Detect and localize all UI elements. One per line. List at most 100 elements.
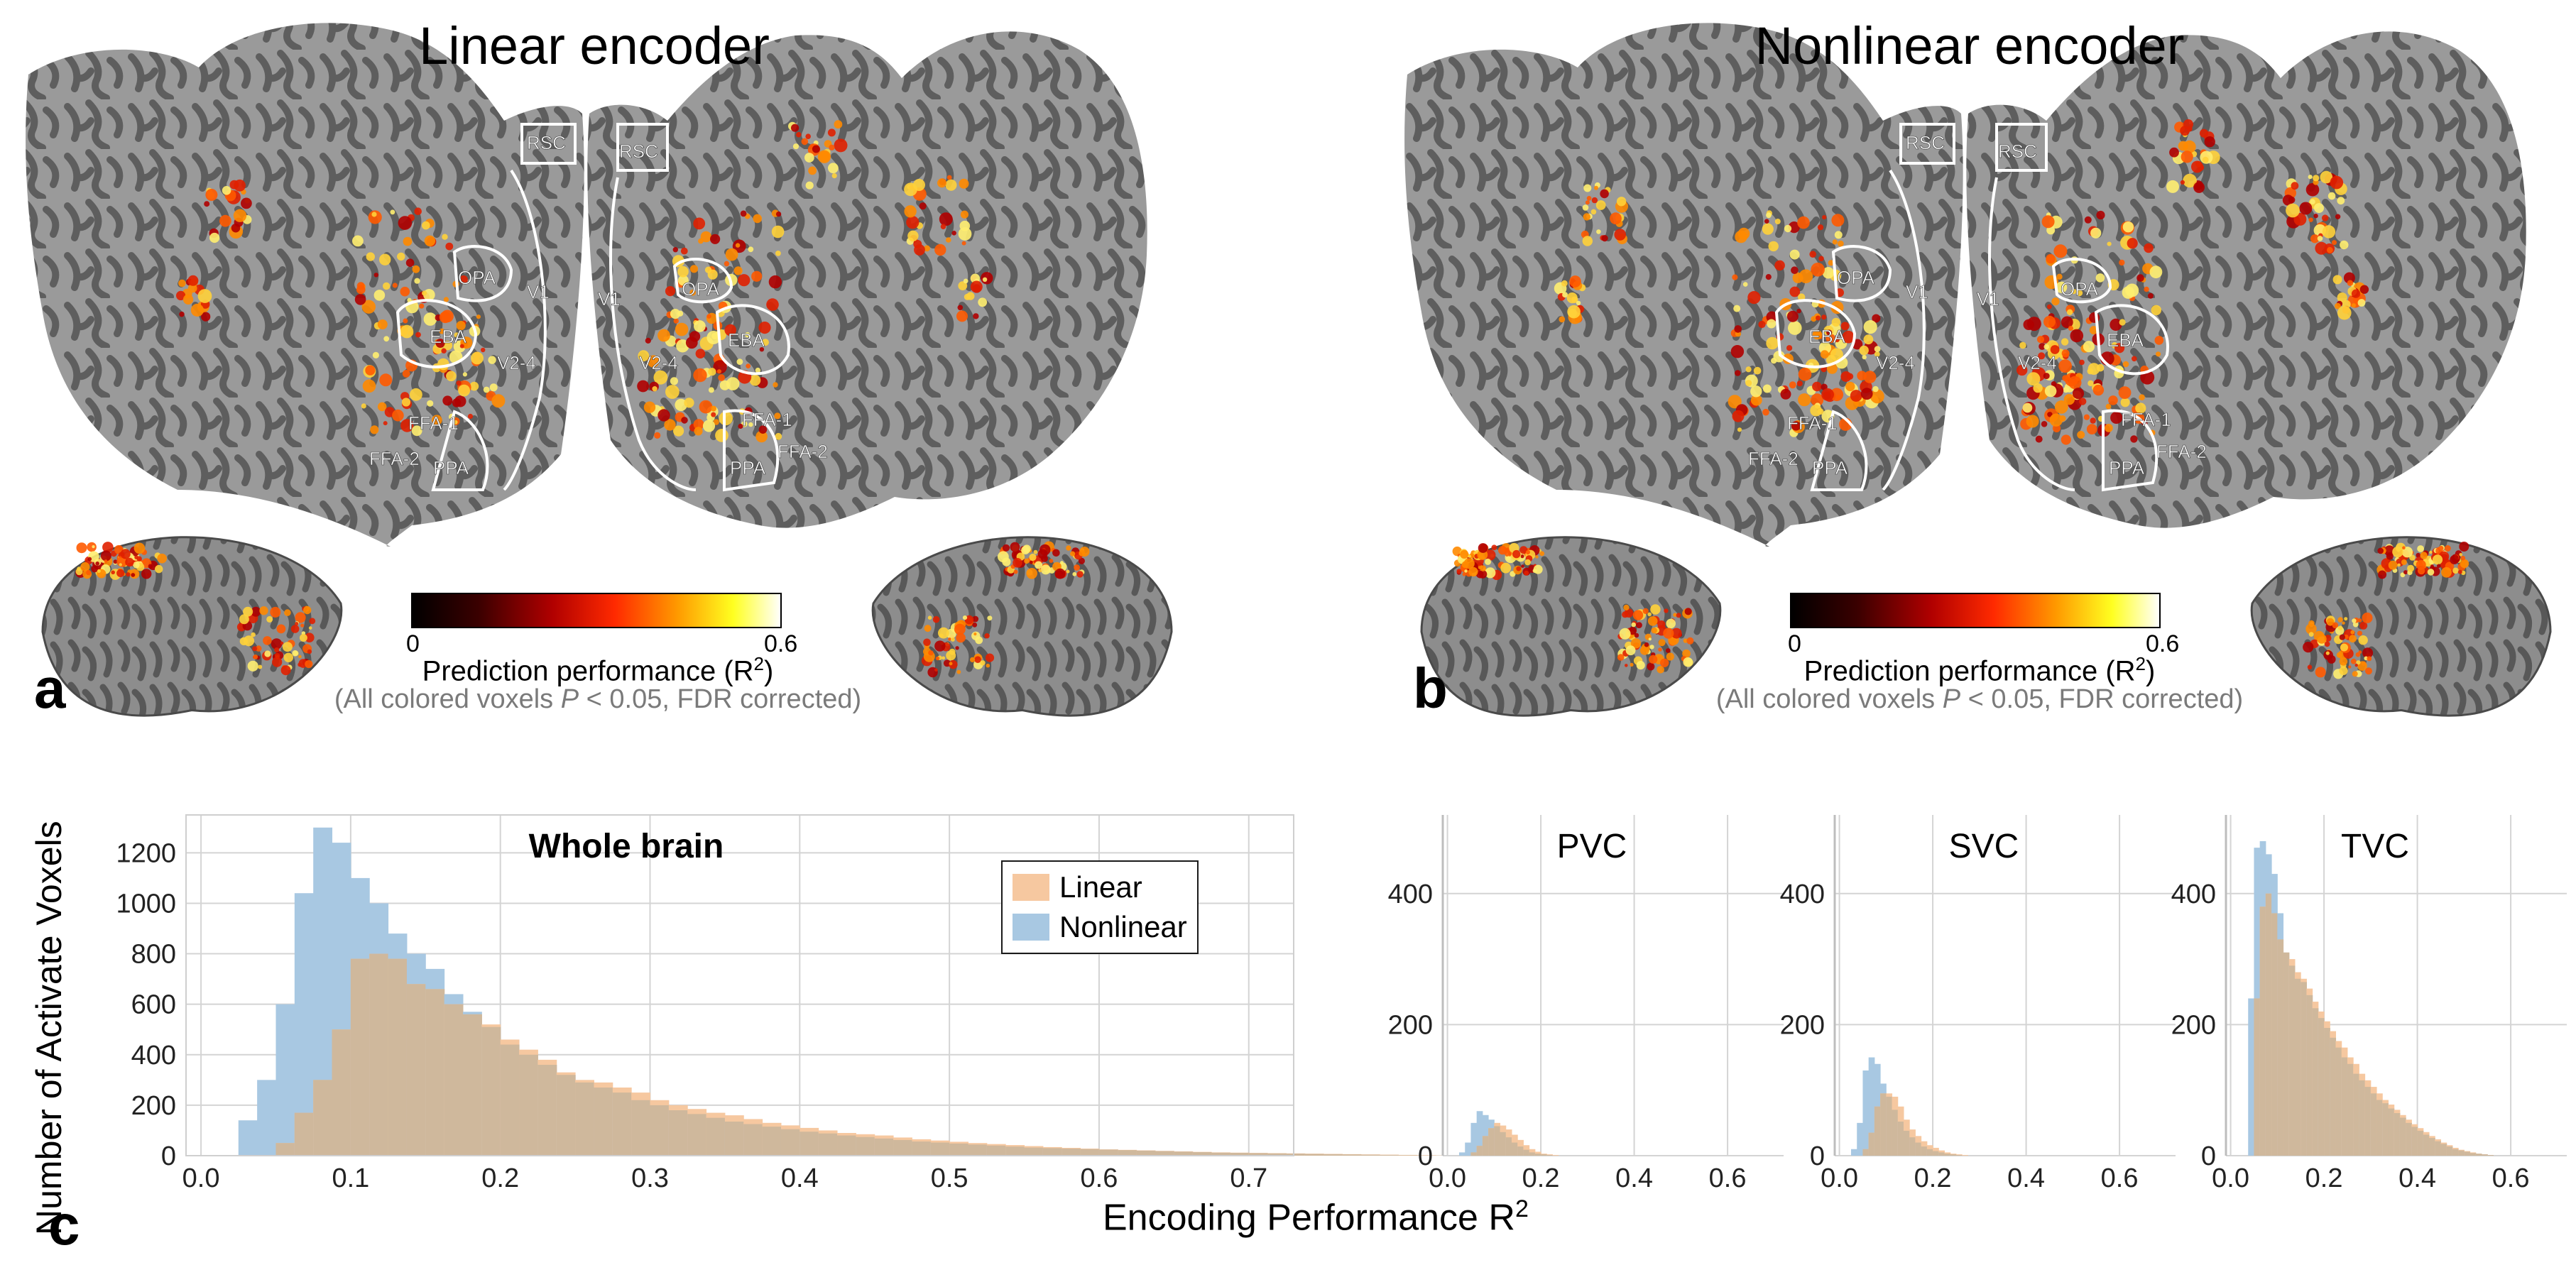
panel-a-activation-voxel <box>698 238 704 244</box>
panel-a-inflated-activation <box>934 668 938 672</box>
bar-overlap <box>2475 1154 2482 1156</box>
panel-b-inflated-activation <box>2336 652 2343 658</box>
panel-a-brains: RSC OPA EBA V1 V2-4 FFA-1 FFA-2 PPA RSC OPA EBA V1 V… <box>26 23 1173 717</box>
bar-overlap <box>1304 1154 1324 1156</box>
panel-a-inflated-activation <box>1078 557 1085 564</box>
panel-b-activation-voxel <box>1735 370 1741 376</box>
bar-overlap <box>2259 907 2266 1156</box>
panel-b-activation-voxel <box>2095 273 2105 283</box>
panel-a-activation-voxel <box>442 395 453 406</box>
panel-b-activation-voxel <box>2046 253 2056 264</box>
panel-a-activation-voxel <box>675 398 687 412</box>
panel-b-inflated-activation <box>1452 546 1462 557</box>
panel-a-inflated-activation <box>126 572 131 577</box>
panel-a-activation-voxel <box>402 370 410 378</box>
bar-overlap <box>1174 1151 1194 1156</box>
y-tick-label: 1200 <box>116 838 176 868</box>
panel-b-activation-voxel <box>1784 224 1792 233</box>
panel-b-inflated-activation <box>1682 649 1691 658</box>
panel-a-activation-voxel <box>664 419 676 431</box>
panel-b-activation-voxel <box>2072 388 2085 400</box>
panel-b-activation-voxel <box>1834 231 1843 239</box>
x-tick-label: 0.2 <box>2305 1163 2343 1193</box>
panel-b-activation-voxel <box>2166 180 2179 193</box>
panel-b-activation-voxel <box>2322 225 2336 239</box>
x-tick-label: 0.0 <box>182 1163 220 1193</box>
panel-b-activation-voxel <box>1791 266 1799 275</box>
panel-b-activation-voxel <box>1870 389 1884 404</box>
panel-a-activation-voxel <box>694 427 703 436</box>
panel-b-activation-voxel <box>2119 259 2125 266</box>
panel-a-activation-voxel <box>736 358 743 365</box>
panel-b-inflated-activation <box>2377 547 2384 554</box>
panel-b-roi-outline <box>1988 177 2075 491</box>
panel-a-activation-voxel <box>934 243 946 256</box>
panel-a-activation-voxel <box>804 153 814 163</box>
panel-a-inflated-activation <box>292 650 299 657</box>
panel-a-activation-voxel <box>427 400 434 407</box>
panel-b-inflated-activation <box>1519 546 1528 554</box>
bar-nonlinear <box>1459 1152 1466 1156</box>
bar-overlap <box>1267 1153 1287 1156</box>
panel-b-activation-voxel <box>1610 212 1622 225</box>
panel-b-inflated-activation <box>1683 638 1688 643</box>
panel-b-activation-voxel <box>2327 246 2333 253</box>
panel-a-activation-voxel <box>400 286 410 297</box>
panel-b-activation-voxel <box>1872 385 1879 393</box>
legend-label-linear: Linear <box>1059 870 1142 904</box>
panel-a-activation-voxel <box>695 349 706 359</box>
panel-a-inflated-activation <box>133 542 146 554</box>
bar-overlap <box>874 1138 894 1156</box>
panel-a-activation-voxel <box>924 245 930 252</box>
panel-b-inflated-activation <box>1463 558 1475 569</box>
x-tick-label: 0.6 <box>2492 1163 2530 1193</box>
panel-a-activation-voxel <box>653 370 668 385</box>
panel-a-roi-label: V2-4 <box>497 352 536 373</box>
panel-a-inflated-activation <box>946 650 956 661</box>
panel-a-inflated-activation <box>299 634 307 642</box>
panel-b-activation-voxel <box>2047 304 2052 310</box>
panel-b-activation-voxel <box>2127 238 2138 249</box>
panel-a-inflated-activation <box>1072 571 1077 576</box>
panel-b-activation-voxel <box>2204 136 2215 148</box>
panel-a-activation-voxel <box>677 275 689 286</box>
bar-overlap <box>1488 1128 1495 1156</box>
panel-a-inflated-activation <box>131 573 136 577</box>
bar-overlap <box>1005 1146 1025 1156</box>
bar-overlap <box>912 1141 932 1156</box>
panel-a-activation-voxel <box>489 383 498 392</box>
panel-b-activation-voxel <box>1821 388 1835 401</box>
panel-b-activation-voxel <box>1600 189 1609 199</box>
panel-b-inflated-activation <box>1476 571 1484 579</box>
bar-overlap <box>1500 1132 1507 1156</box>
panel-b-activation-voxel <box>1830 388 1844 402</box>
panel-b-activation-voxel <box>2332 275 2342 285</box>
panel-a-inflated-activation <box>298 655 302 659</box>
panel-b-activation-voxel <box>2180 180 2185 185</box>
panel-b-activation-voxel <box>1764 219 1769 224</box>
panel-b-activation-voxel <box>2038 352 2046 360</box>
panel-a-inflated-activation <box>985 653 995 662</box>
panel-c-y-axis-label: Number of Activate Voxels <box>29 821 69 1235</box>
panel-b-activation-voxel <box>1812 381 1822 392</box>
panel-a-inflated-activation <box>76 542 87 554</box>
panel-b-inflated-activation <box>1625 664 1628 667</box>
panel-b-activation-voxel <box>2299 202 2313 215</box>
panel-b-activation-voxel <box>2050 345 2060 354</box>
panel-a-activation-voxel <box>693 217 706 230</box>
panel-b-right-flatmap <box>1966 31 2526 528</box>
bar-overlap <box>332 1029 351 1156</box>
panel-a-right-flatmap <box>587 31 1147 528</box>
panel-a-inflated-activation <box>133 562 140 569</box>
bar-overlap <box>1955 1155 1963 1156</box>
panel-a-inflated-activation <box>956 669 961 674</box>
panel-a-activation-voxel <box>178 279 186 287</box>
panel-a-activation-voxel <box>414 207 422 216</box>
panel-a-activation-voxel <box>222 186 231 195</box>
panel-a-inflated-activation <box>970 657 976 663</box>
panel-b-roi-label: V1 <box>1977 288 1999 310</box>
panel-b-activation-voxel <box>2347 280 2354 286</box>
panel-b-activation-voxel <box>2043 344 2050 350</box>
panel-a-inflated-activation <box>263 636 272 645</box>
panel-a-inflated-activation <box>125 557 134 567</box>
